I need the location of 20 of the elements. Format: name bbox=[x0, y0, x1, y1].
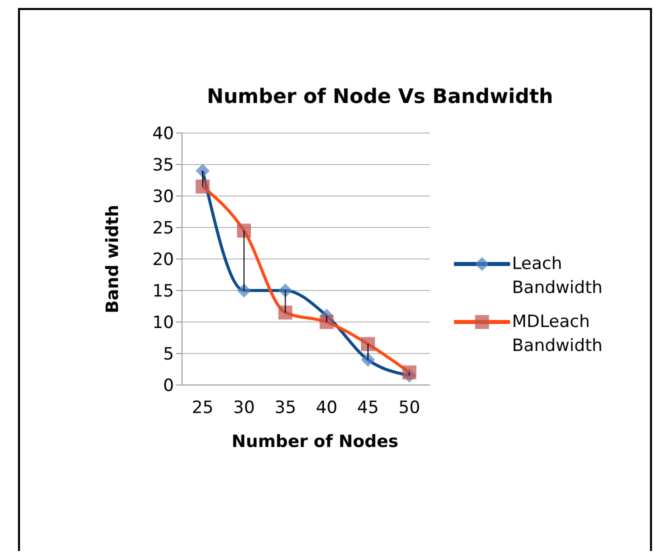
y-tick-label: 0 bbox=[163, 376, 174, 396]
y-tick-label: 15 bbox=[152, 282, 174, 302]
y-tick-label: 30 bbox=[152, 187, 174, 208]
y-tick-label: 40 bbox=[152, 124, 174, 144]
x-tick-label: 40 bbox=[316, 398, 338, 418]
x-tick-label: 45 bbox=[357, 398, 379, 418]
legend-label: MDLeach Bandwidth bbox=[512, 311, 604, 358]
y-tick-label: 35 bbox=[152, 156, 174, 176]
y-tick-label: 25 bbox=[152, 218, 174, 239]
y-tick-label: 5 bbox=[163, 344, 174, 365]
y-tick-label: 10 bbox=[152, 313, 174, 334]
y-axis-title: Band width bbox=[103, 204, 123, 314]
legend-label: Leach Bandwidth bbox=[512, 253, 604, 300]
y-tick-label: 20 bbox=[152, 250, 174, 270]
chart-title: Number of Node Vs Bandwidth bbox=[206, 84, 554, 108]
x-tick-label: 50 bbox=[398, 398, 420, 418]
x-tick-label: 35 bbox=[274, 398, 296, 418]
x-axis-title: Number of Nodes bbox=[230, 432, 400, 452]
x-tick-label: 25 bbox=[192, 398, 214, 418]
x-tick-label: 30 bbox=[233, 398, 255, 418]
